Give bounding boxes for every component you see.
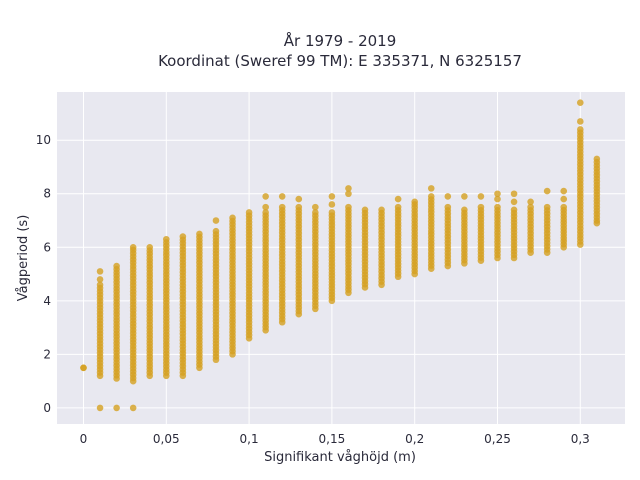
x-tick-label: 0,1 — [240, 432, 259, 446]
chart-title-line1: År 1979 - 2019 — [284, 31, 397, 50]
data-point — [345, 185, 352, 192]
data-point — [96, 404, 104, 412]
y-tick-label: 4 — [43, 294, 51, 308]
data-point — [477, 193, 485, 200]
data-point — [494, 203, 501, 211]
data-point — [146, 243, 154, 251]
data-point — [576, 99, 584, 107]
data-point — [262, 203, 269, 211]
y-axis-label: Vågperiod (s) — [16, 215, 31, 302]
data-point — [461, 206, 468, 214]
data-point — [494, 190, 501, 198]
data-point — [295, 195, 303, 203]
x-tick-label: 0,3 — [571, 432, 590, 446]
data-point — [510, 206, 518, 214]
chart-title-line2: Koordinat (Sweref 99 TM): E 335371, N 63… — [158, 52, 522, 70]
data-point — [96, 281, 104, 289]
data-point — [113, 404, 120, 412]
data-point — [80, 364, 87, 372]
data-points — [80, 99, 601, 412]
data-point — [394, 203, 402, 211]
y-tick-labels: 0 2 4 6 8 10 — [36, 133, 51, 415]
y-tick-label: 2 — [43, 347, 51, 361]
data-point — [96, 268, 104, 275]
data-point — [196, 230, 203, 238]
data-point — [378, 206, 385, 214]
data-point — [113, 262, 120, 270]
x-tick-label: 0,2 — [405, 432, 424, 446]
data-point — [593, 219, 601, 227]
data-point — [444, 193, 452, 200]
data-point — [245, 209, 253, 216]
data-point — [229, 214, 236, 222]
data-point — [96, 276, 104, 283]
data-point — [427, 185, 435, 192]
data-point — [510, 190, 518, 198]
data-point — [477, 203, 485, 211]
data-point — [328, 193, 336, 200]
data-point — [543, 187, 551, 195]
y-tick-label: 6 — [43, 240, 51, 254]
data-point — [527, 198, 534, 206]
data-point — [345, 190, 352, 198]
x-tick-label: 0 — [80, 432, 88, 446]
data-point — [312, 209, 319, 216]
data-point — [411, 198, 418, 206]
data-point — [593, 155, 601, 163]
x-tick-label: 0,05 — [153, 432, 180, 446]
x-axis-label: Signifikant våghöjd (m) — [264, 450, 416, 465]
data-point — [129, 243, 137, 251]
data-point — [262, 209, 269, 216]
x-tick-label: 0,15 — [319, 432, 346, 446]
data-point — [212, 227, 220, 235]
data-point — [510, 198, 518, 206]
data-point — [560, 203, 568, 211]
data-point — [295, 203, 303, 211]
data-point — [312, 203, 319, 211]
plot-area — [57, 92, 625, 424]
data-point — [560, 195, 568, 203]
y-tick-label: 10 — [36, 133, 51, 147]
y-tick-label: 8 — [43, 187, 51, 201]
data-point — [560, 187, 568, 195]
data-point — [427, 193, 435, 200]
x-tick-label: 0,25 — [484, 432, 511, 446]
y-tick-label: 0 — [43, 401, 51, 415]
data-point — [394, 195, 402, 203]
data-point — [212, 217, 220, 224]
data-point — [461, 193, 468, 200]
data-point — [278, 203, 286, 211]
data-point — [543, 203, 551, 211]
data-point — [262, 193, 269, 200]
data-point — [444, 203, 452, 211]
data-point — [328, 201, 336, 208]
data-point — [345, 203, 352, 211]
x-tick-labels: 0 0,05 0,1 0,15 0,2 0,25 0,3 — [80, 432, 590, 446]
data-point — [576, 126, 584, 133]
data-point — [328, 209, 336, 216]
data-point — [179, 233, 187, 240]
data-point — [576, 118, 584, 125]
data-point — [162, 235, 170, 243]
data-point — [494, 195, 501, 203]
data-point — [361, 206, 369, 214]
data-point — [527, 203, 534, 211]
data-point — [278, 193, 286, 200]
data-point — [129, 404, 137, 412]
